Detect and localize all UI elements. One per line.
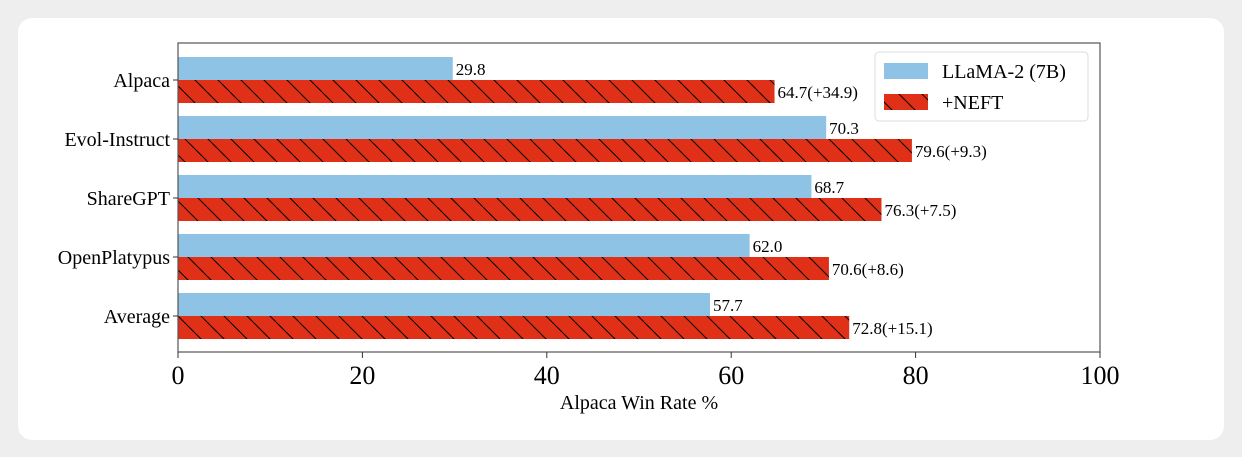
data-label: 57.7 <box>713 296 743 315</box>
bar-llama <box>178 175 812 198</box>
bar-llama <box>178 293 710 316</box>
legend-swatch-neft <box>884 94 928 110</box>
bar-neft <box>178 316 850 339</box>
data-label: 79.6(+9.3) <box>915 142 987 161</box>
bar-neft <box>178 257 829 280</box>
y-tick-label: Average <box>104 306 170 328</box>
y-tick-label: ShareGPT <box>87 188 170 210</box>
x-tick-label: 20 <box>349 361 375 390</box>
data-label: 62.0 <box>753 237 783 256</box>
bar-llama <box>178 234 750 257</box>
bar-llama <box>178 57 453 80</box>
data-label: 68.7 <box>814 178 844 197</box>
data-label: 76.3(+7.5) <box>884 201 956 220</box>
x-tick-label: 100 <box>1081 361 1120 390</box>
bar-neft <box>178 139 912 162</box>
data-label: 70.6(+8.6) <box>832 260 904 279</box>
x-axis-label: Alpaca Win Rate % <box>560 392 718 414</box>
y-tick-label: Alpaca <box>113 70 170 92</box>
data-label: 70.3 <box>829 119 859 138</box>
data-label: 72.8(+15.1) <box>852 319 932 338</box>
x-tick-label: 0 <box>172 361 185 390</box>
legend-swatch-llama <box>884 63 928 79</box>
x-tick-label: 40 <box>534 361 560 390</box>
legend-label-llama: LLaMA-2 (7B) <box>942 61 1066 83</box>
x-tick-label: 60 <box>718 361 744 390</box>
bar-llama <box>178 116 827 139</box>
legend-label-neft: +NEFT <box>942 92 1003 114</box>
x-tick-label: 80 <box>903 361 929 390</box>
data-label: 29.8 <box>456 60 486 79</box>
data-label: 64.7(+34.9) <box>778 83 858 102</box>
y-tick-label: Evol-Instruct <box>64 129 170 151</box>
bar-neft <box>178 198 882 221</box>
legend: LLaMA-2 (7B) +NEFT <box>874 51 1089 122</box>
y-tick-label: OpenPlatypus <box>58 247 170 269</box>
bar-neft <box>178 80 775 103</box>
